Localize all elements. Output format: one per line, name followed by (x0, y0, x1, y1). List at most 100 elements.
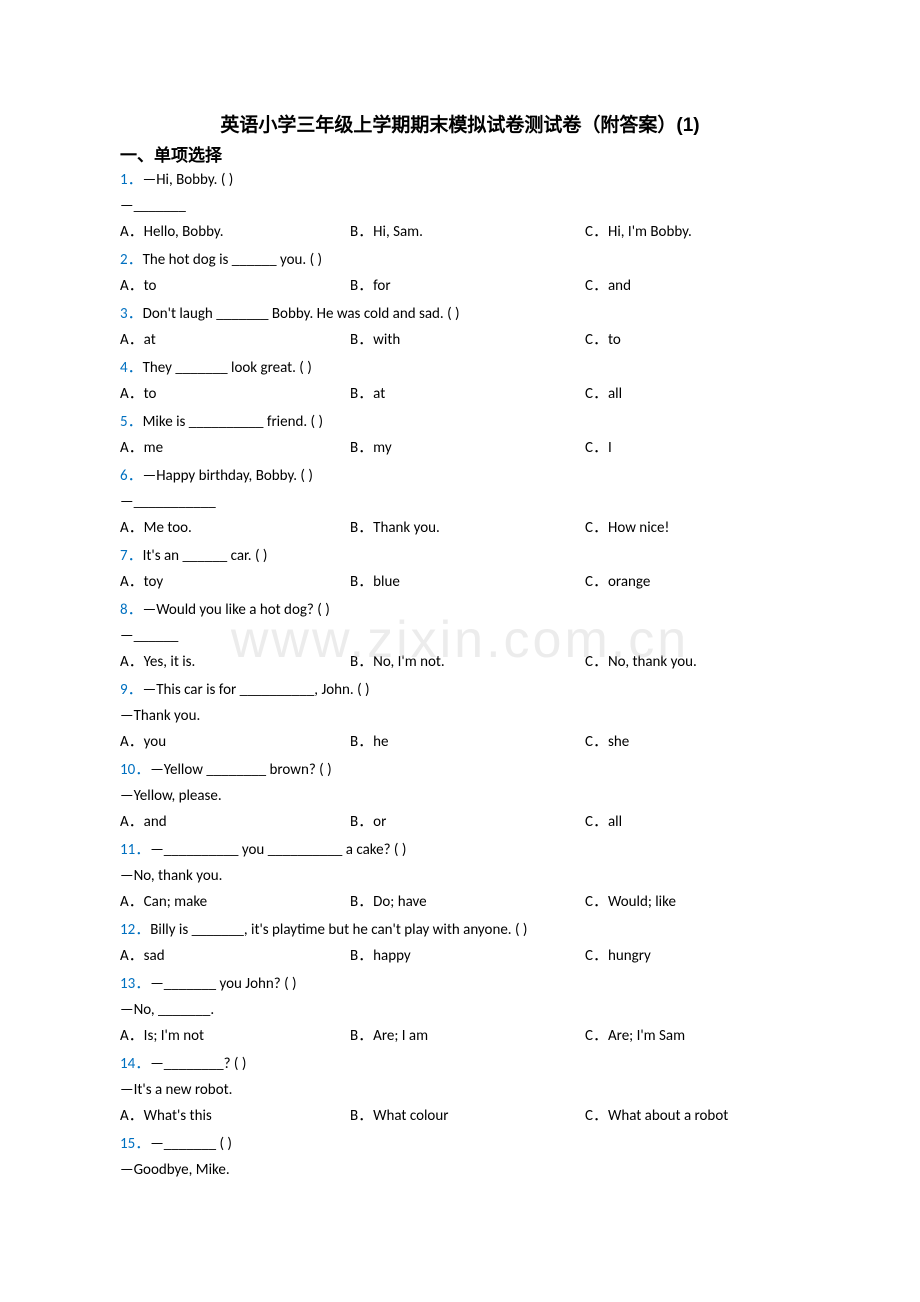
option-c: C．How nice! (585, 516, 800, 540)
options-row: A．toyB．blueC．orange (120, 570, 800, 594)
option-b: B．What colour (350, 1104, 585, 1128)
options-row: A．meB．myC．I (120, 436, 800, 460)
question-number: 5． (120, 413, 143, 431)
question-continuation: —______ (120, 624, 800, 648)
question-stem: 9．—This car is for __________, John. ( ) (120, 678, 800, 702)
question-text: —Would you like a hot dog? ( ) (143, 601, 330, 619)
question-number: 9． (120, 681, 143, 699)
option-b: B．blue (350, 570, 585, 594)
question-text: It's an ______ car. ( ) (143, 547, 268, 565)
option-c: C．she (585, 730, 800, 754)
option-c: C．Would; like (585, 890, 800, 914)
options-row: A．toB．atC．all (120, 382, 800, 406)
question-continuation: —Goodbye, Mike. (120, 1158, 800, 1182)
options-row: A．Yes, it is.B．No, I'm not.C．No, thank y… (120, 650, 800, 674)
question-text: —_______ you John? ( ) (150, 975, 296, 993)
question-block: 4．They _______ look great. ( )A．toB．atC．… (120, 356, 800, 406)
question-text: —Happy birthday, Bobby. ( ) (143, 467, 313, 485)
question-number: 8． (120, 601, 143, 619)
question-text: —_______ ( ) (150, 1135, 232, 1153)
option-b: B．Do; have (350, 890, 585, 914)
options-row: A．What's thisB．What colourC．What about a… (120, 1104, 800, 1128)
options-row: A．youB．heC．she (120, 730, 800, 754)
question-text: Mike is __________ friend. ( ) (143, 413, 323, 431)
question-block: 9．—This car is for __________, John. ( )… (120, 678, 800, 754)
question-stem: 1．—Hi, Bobby. ( ) (120, 168, 800, 192)
question-number: 12． (120, 921, 150, 939)
option-c: C．and (585, 274, 800, 298)
option-c: C．all (585, 382, 800, 406)
question-stem: 11．—__________ you __________ a cake? ( … (120, 838, 800, 862)
option-a: A．Can; make (120, 890, 350, 914)
option-b: B．or (350, 810, 585, 834)
question-block: 13．—_______ you John? ( )—No, _______.A．… (120, 972, 800, 1048)
option-a: A．to (120, 382, 350, 406)
question-continuation: —_______ (120, 194, 800, 218)
question-text: —__________ you __________ a cake? ( ) (150, 841, 406, 859)
question-stem: 6．—Happy birthday, Bobby. ( ) (120, 464, 800, 488)
option-a: A．you (120, 730, 350, 754)
question-stem: 3．Don't laugh _______ Bobby. He was cold… (120, 302, 800, 326)
question-continuation: —No, thank you. (120, 864, 800, 888)
question-stem: 8．—Would you like a hot dog? ( ) (120, 598, 800, 622)
question-block: 11．—__________ you __________ a cake? ( … (120, 838, 800, 914)
question-number: 4． (120, 359, 143, 377)
question-text: They _______ look great. ( ) (143, 359, 312, 377)
question-number: 15． (120, 1135, 150, 1153)
question-text: The hot dog is ______ you. ( ) (143, 251, 322, 269)
option-a: A．Hello, Bobby. (120, 220, 350, 244)
question-stem: 5．Mike is __________ friend. ( ) (120, 410, 800, 434)
question-number: 14． (120, 1055, 150, 1073)
question-block: 14．—________? ( )—It's a new robot.A．Wha… (120, 1052, 800, 1128)
option-c: C．all (585, 810, 800, 834)
question-continuation: —No, _______. (120, 998, 800, 1022)
option-a: A．at (120, 328, 350, 352)
question-block: 12．Billy is _______, it's playtime but h… (120, 918, 800, 968)
option-a: A．Me too. (120, 516, 350, 540)
option-a: A．sad (120, 944, 350, 968)
question-block: 5．Mike is __________ friend. ( )A．meB．my… (120, 410, 800, 460)
option-c: C．Are; I'm Sam (585, 1024, 800, 1048)
page-title: 英语小学三年级上学期期末模拟试卷测试卷（附答案）(1) (120, 110, 800, 137)
question-continuation: —It's a new robot. (120, 1078, 800, 1102)
option-b: B．happy (350, 944, 585, 968)
question-stem: 12．Billy is _______, it's playtime but h… (120, 918, 800, 942)
options-row: A．Hello, Bobby.B．Hi, Sam.C．Hi, I'm Bobby… (120, 220, 800, 244)
question-stem: 7．It's an ______ car. ( ) (120, 544, 800, 568)
options-row: A．sadB．happyC．hungry (120, 944, 800, 968)
option-b: B．Are; I am (350, 1024, 585, 1048)
options-row: A．Is; I'm notB．Are; I amC．Are; I'm Sam (120, 1024, 800, 1048)
question-number: 1． (120, 171, 143, 189)
question-text: Don't laugh _______ Bobby. He was cold a… (143, 305, 460, 323)
option-b: B．with (350, 328, 585, 352)
question-stem: 14．—________? ( ) (120, 1052, 800, 1076)
option-b: B．he (350, 730, 585, 754)
option-c: C．No, thank you. (585, 650, 800, 674)
option-c: C．to (585, 328, 800, 352)
question-stem: 2．The hot dog is ______ you. ( ) (120, 248, 800, 272)
question-block: 1．—Hi, Bobby. ( )—_______A．Hello, Bobby.… (120, 168, 800, 244)
option-a: A．me (120, 436, 350, 460)
question-stem: 13．—_______ you John? ( ) (120, 972, 800, 996)
question-stem: 15．—_______ ( ) (120, 1132, 800, 1156)
option-c: C．orange (585, 570, 800, 594)
option-b: B．my (350, 436, 585, 460)
options-row: A．Can; makeB．Do; haveC．Would; like (120, 890, 800, 914)
question-number: 6． (120, 467, 143, 485)
question-text: —This car is for __________, John. ( ) (143, 681, 370, 699)
question-stem: 4．They _______ look great. ( ) (120, 356, 800, 380)
options-row: A．toB．forC．and (120, 274, 800, 298)
question-number: 7． (120, 547, 143, 565)
option-c: C．What about a robot (585, 1104, 800, 1128)
option-a: A．What's this (120, 1104, 350, 1128)
option-c: C．Hi, I'm Bobby. (585, 220, 800, 244)
option-a: A．toy (120, 570, 350, 594)
question-block: 15．—_______ ( )—Goodbye, Mike. (120, 1132, 800, 1182)
question-stem: 10．—Yellow ________ brown? ( ) (120, 758, 800, 782)
option-a: A．Yes, it is. (120, 650, 350, 674)
option-b: B．at (350, 382, 585, 406)
option-b: B．No, I'm not. (350, 650, 585, 674)
option-a: A．Is; I'm not (120, 1024, 350, 1048)
options-row: A．andB．orC．all (120, 810, 800, 834)
question-text: Billy is _______, it's playtime but he c… (150, 921, 527, 939)
